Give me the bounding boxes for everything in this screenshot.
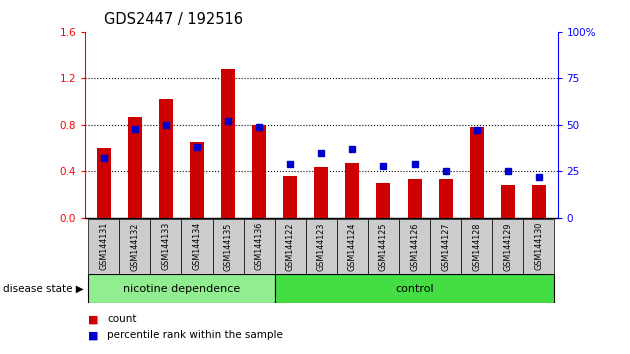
Bar [430, 219, 461, 274]
Bar [470, 127, 484, 218]
Bar [119, 219, 151, 274]
Text: ■: ■ [88, 330, 99, 340]
Text: GSM144127: GSM144127 [441, 222, 450, 271]
Bar [97, 148, 111, 218]
Text: GSM144123: GSM144123 [317, 222, 326, 270]
Text: GSM144124: GSM144124 [348, 222, 357, 270]
Bar [337, 219, 368, 274]
Text: GSM144122: GSM144122 [286, 222, 295, 271]
Bar [532, 185, 546, 218]
Text: ■: ■ [88, 314, 99, 324]
Text: GSM144126: GSM144126 [410, 222, 419, 270]
Bar [244, 219, 275, 274]
Bar [492, 219, 524, 274]
Text: GSM144129: GSM144129 [503, 222, 512, 271]
Bar [368, 219, 399, 274]
Bar [252, 125, 266, 218]
Bar [190, 142, 204, 218]
Bar [408, 179, 421, 218]
Bar [88, 274, 275, 303]
Text: disease state ▶: disease state ▶ [3, 284, 84, 294]
Text: GSM144130: GSM144130 [534, 222, 544, 270]
Text: GDS2447 / 192516: GDS2447 / 192516 [104, 12, 243, 27]
Bar [461, 219, 492, 274]
Text: GSM144134: GSM144134 [192, 222, 202, 270]
Bar [128, 117, 142, 218]
Bar [524, 219, 554, 274]
Bar [377, 183, 391, 218]
Bar [438, 179, 452, 218]
Bar [314, 167, 328, 218]
Bar [88, 219, 119, 274]
Text: percentile rank within the sample: percentile rank within the sample [107, 330, 283, 340]
Text: nicotine dependence: nicotine dependence [123, 284, 240, 294]
Text: GSM144131: GSM144131 [99, 222, 108, 270]
Bar [275, 274, 554, 303]
Text: GSM144136: GSM144136 [255, 222, 263, 270]
Bar [151, 219, 181, 274]
Text: GSM144135: GSM144135 [224, 222, 232, 270]
Text: GSM144133: GSM144133 [161, 222, 170, 270]
Bar [306, 219, 337, 274]
Bar [181, 219, 212, 274]
Bar [284, 176, 297, 218]
Bar [212, 219, 244, 274]
Bar [221, 69, 235, 218]
Text: control: control [395, 284, 434, 294]
Bar [275, 219, 306, 274]
Bar [501, 185, 515, 218]
Text: GSM144132: GSM144132 [130, 222, 139, 270]
Text: GSM144128: GSM144128 [472, 222, 481, 270]
Bar [399, 219, 430, 274]
Text: count: count [107, 314, 137, 324]
Bar [159, 99, 173, 218]
Bar [345, 163, 359, 218]
Text: GSM144125: GSM144125 [379, 222, 388, 271]
